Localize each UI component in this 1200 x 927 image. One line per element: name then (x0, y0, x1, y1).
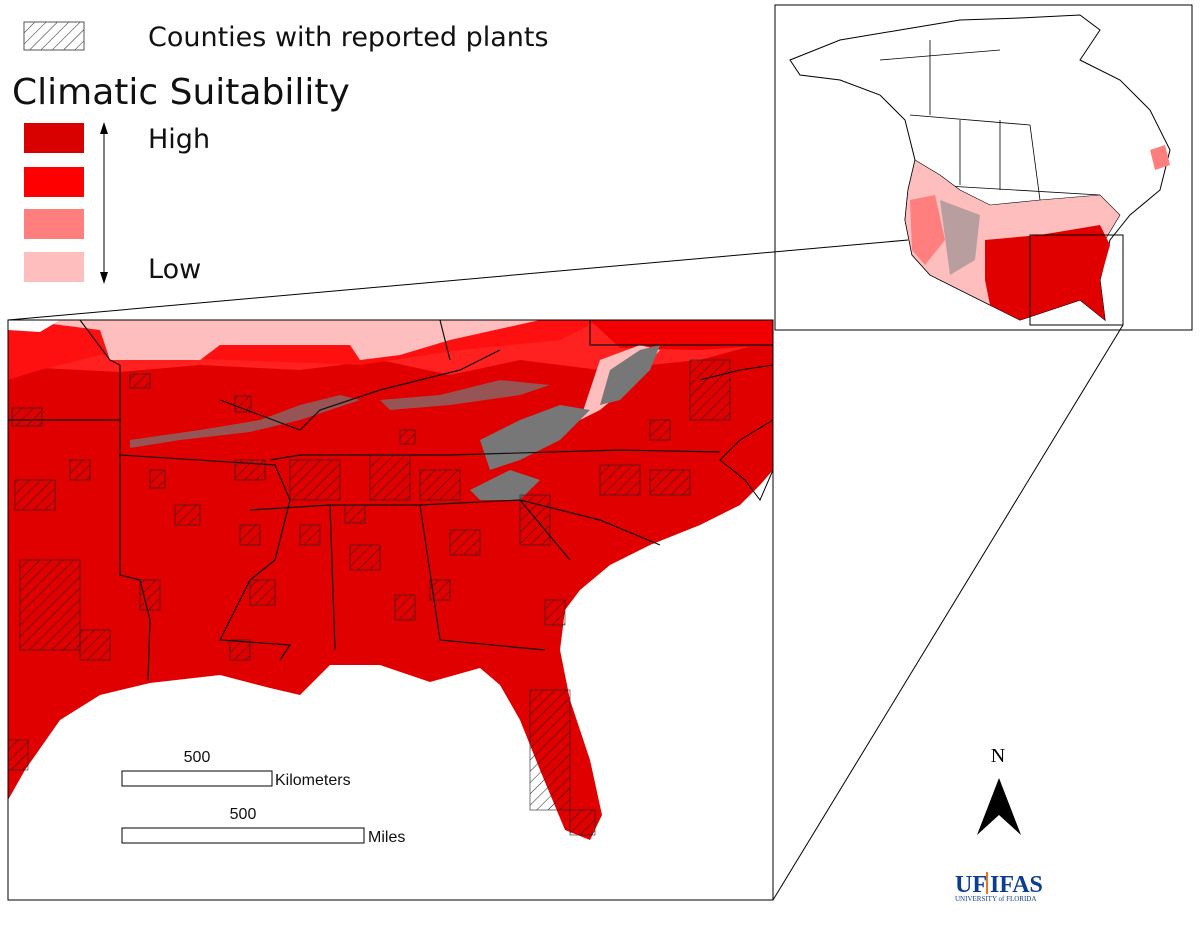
legend-title: Climatic Suitability (12, 72, 350, 113)
low-label: Low (148, 254, 201, 285)
inset-map (774, 4, 1193, 331)
logo-university: UNIVERSITY of FLORIDA (955, 895, 1036, 903)
scale-km-unit: Kilometers (275, 772, 351, 789)
main-frame (7, 319, 774, 901)
swatch-2 (24, 167, 84, 197)
scale-mi-bar (121, 827, 365, 844)
north-label: N (991, 745, 1005, 767)
logo-ifas: IFAS (990, 872, 1043, 898)
scale-mi-unit: Miles (368, 829, 405, 846)
logo-uf: UF (955, 872, 987, 898)
swatch-1 (24, 123, 84, 153)
legend: Counties with reported plants Climatic S… (12, 21, 549, 285)
swatch-3 (24, 209, 84, 239)
connector (7, 239, 909, 321)
connector (772, 324, 1124, 901)
scale-bars: 500 Kilometers 500 Miles (121, 749, 405, 846)
scale-mi-value: 500 (230, 806, 257, 823)
high-label: High (148, 124, 210, 155)
north-arrow: N (977, 745, 1021, 835)
scale-km-value: 500 (184, 749, 211, 766)
logo: UF IFAS UNIVERSITY of FLORIDA (955, 872, 1043, 903)
scale-km-bar (121, 770, 273, 787)
hatch-swatch (23, 21, 85, 51)
hatch-label: Counties with reported plants (148, 22, 549, 53)
swatch-4 (24, 252, 84, 282)
main-map (8, 320, 773, 900)
